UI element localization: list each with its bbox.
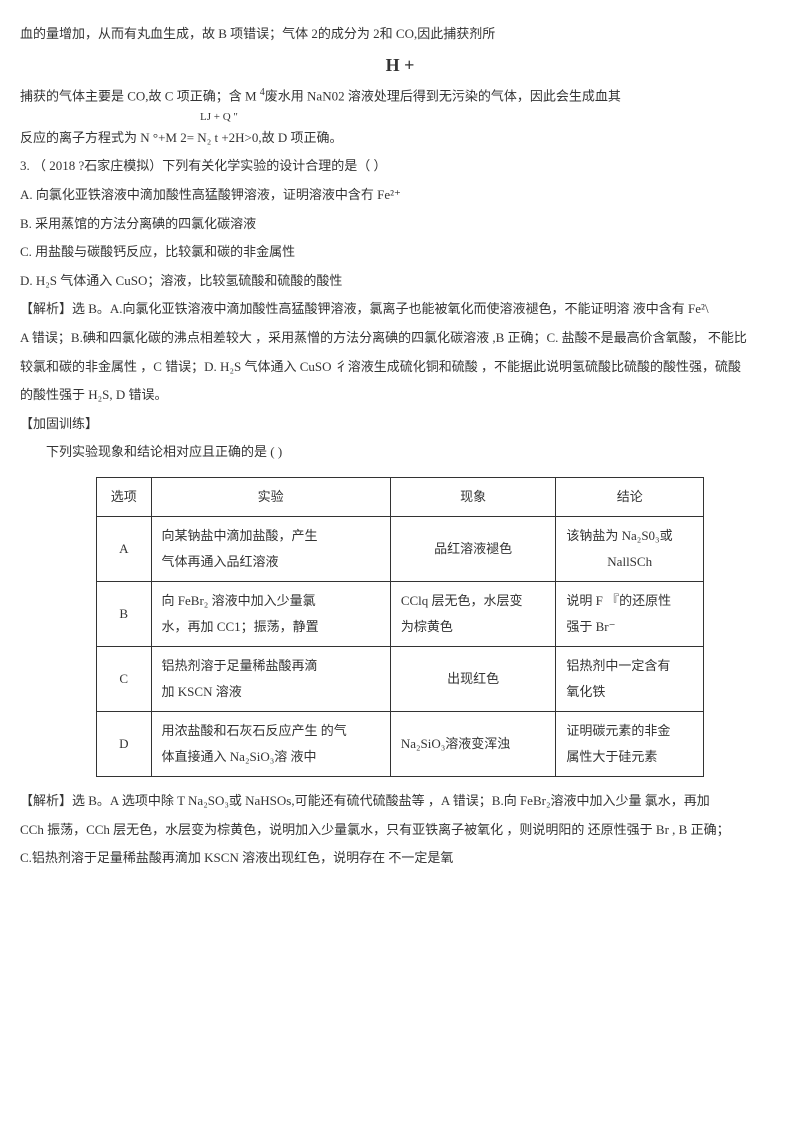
cell-phenomenon: Na₂SiO₃溶液变浑浊 [390,712,556,777]
line: 用浓盐酸和石灰石反应产生 的气 [162,718,380,744]
reinforce-heading: 【加固训练】 [20,410,780,439]
analysis-paragraph: 的酸性强于 H₂S, D 错误。 [20,381,780,410]
table-intro: 下列实验现象和结论相对应且正确的是 ( ) [20,438,780,467]
line: 铝热剂溶于足量稀盐酸再滴 [162,653,380,679]
analysis-paragraph: A 错误；B.碘和四氯化碳的沸点相差较大 ，采用蒸憎的方法分离碘的四氯化碳溶液 … [20,324,780,353]
experiment-table: 选项 实验 现象 结论 A 向某钠盐中滴加盐酸，产生 气体再通入品红溶液 品红溶… [96,477,704,777]
table-row: A 向某钠盐中滴加盐酸，产生 气体再通入品红溶液 品红溶液褪色 该钠盐为 Na₂… [97,517,704,582]
text: A.向氯化亚铁溶液中滴加酸性高猛酸钾溶液，氯离子也能被氧化而使溶液褪色，不能证明… [110,301,709,316]
option-c: C. 用盐酸与碳酸钙反应，比较氯和碳的非金属性 [20,238,780,267]
analysis-paragraph: 较氯和碳的非金属性 ，C 错误；D. H₂S 气体通入 CuSO 彳溶液生成硫化… [20,353,780,382]
line: 体直接通入 Na₂SiO₃溶 液中 [162,744,380,770]
cell-option: D [97,712,152,777]
cell-conclusion: 说明 F 『的还原性 强于 Br⁻ [556,582,704,647]
line: 属性大于硅元素 [566,744,693,770]
cell-experiment: 向 FeBr₂ 溶液中加入少量氯 水，再加 CC1；振荡，静置 [151,582,390,647]
cell-phenomenon: 出现红色 [390,647,556,712]
header-option: 选项 [97,478,152,517]
line: 说明 F 『的还原性 [566,588,693,614]
option-b: B. 采用蒸馆的方法分离碘的四氯化碳溶液 [20,210,780,239]
cell-phenomenon: CClq 层无色，水层变 为棕黄色 [390,582,556,647]
paragraph: 血的量增加，从而有丸血生成，故 B 项错误；气体 2的成分为 2和 CO,因此捕… [20,20,780,49]
cell-conclusion: 该钠盐为 Na₂S0₃或 NallSCh [556,517,704,582]
small-formula: LJ + Q " [20,111,780,124]
header-phenomenon: 现象 [390,478,556,517]
option-d: D. H₂S 气体通入 CuSO；溶液，比较氢硫酸和硫酸的酸性 [20,267,780,296]
table-row: D 用浓盐酸和石灰石反应产生 的气 体直接通入 Na₂SiO₃溶 液中 Na₂S… [97,712,704,777]
line: 加 KSCN 溶液 [162,679,380,705]
line: 强于 Br⁻ [566,614,693,640]
line: 向 FeBr₂ 溶液中加入少量氯 [162,588,380,614]
question-number: 3. （ 2018 ?石家庄模拟）下列有关化学实验的设计合理的是（ ） [20,152,780,181]
line: 气体再通入品红溶液 [162,549,380,575]
cell-phenomenon: 品红溶液褪色 [390,517,556,582]
paragraph: 反应的离子方程式为 N °+M 2= N₂ t +2H>0,故 D 项正确。 [20,124,780,153]
text: 捕获的气体主要是 CO,故 C 项正确；含 M [20,88,260,103]
header-experiment: 实验 [151,478,390,517]
analysis-paragraph: CCh 振荡，CCh 层无色，水层变为棕黄色，说明加入少量氯水，只有亚铁离子被氧… [20,816,780,845]
cell-experiment: 用浓盐酸和石灰石反应产生 的气 体直接通入 Na₂SiO₃溶 液中 [151,712,390,777]
table-header-row: 选项 实验 现象 结论 [97,478,704,517]
analysis-label: 【解析】选 B。 [20,793,110,808]
line: 向某钠盐中滴加盐酸，产生 [162,523,380,549]
table-row: C 铝热剂溶于足量稀盐酸再滴 加 KSCN 溶液 出现红色 铝热剂中一定含有 氧… [97,647,704,712]
cell-experiment: 向某钠盐中滴加盐酸，产生 气体再通入品红溶液 [151,517,390,582]
text: 废水用 NaN02 溶液处理后得到无污染的气体，因此会生成血其 [265,88,621,103]
line: 铝热剂中一定含有 [566,653,693,679]
analysis-label: 【解析】选 B。 [20,301,110,316]
analysis-paragraph: 【解析】选 B。A.向氯化亚铁溶液中滴加酸性高猛酸钾溶液，氯离子也能被氧化而使溶… [20,295,780,324]
analysis-paragraph: 【解析】选 B。A 选项中除 T Na₂SO₃或 NaHSOs,可能还有硫代硫酸… [20,787,780,816]
text: A 选项中除 T Na₂SO₃或 NaHSOs,可能还有硫代硫酸盐等 ，A 错误… [110,793,710,808]
line: 证明碳元素的非金 [566,718,693,744]
cell-option: A [97,517,152,582]
header-conclusion: 结论 [556,478,704,517]
paragraph: 捕获的气体主要是 CO,故 C 项正确；含 M 4废水用 NaN02 溶液处理后… [20,82,780,111]
line: 氧化铁 [566,679,693,705]
line: 为棕黄色 [401,614,546,640]
cell-option: C [97,647,152,712]
cell-option: B [97,582,152,647]
line: CClq 层无色，水层变 [401,588,546,614]
formula-center: H + [20,53,780,78]
line: NallSCh [566,549,693,575]
option-a: A. 向氯化亚铁溶液中滴加酸性高猛酸钾溶液，证明溶液中含冇 Fe²⁺ [20,181,780,210]
cell-conclusion: 铝热剂中一定含有 氧化铁 [556,647,704,712]
cell-conclusion: 证明碳元素的非金 属性大于硅元素 [556,712,704,777]
line: 该钠盐为 Na₂S0₃或 [566,523,693,549]
analysis-paragraph: C.铝热剂溶于足量稀盐酸再滴加 KSCN 溶液出现红色，说明存在 不一定是氧 [20,844,780,873]
table-row: B 向 FeBr₂ 溶液中加入少量氯 水，再加 CC1；振荡，静置 CClq 层… [97,582,704,647]
line: 水，再加 CC1；振荡，静置 [162,614,380,640]
cell-experiment: 铝热剂溶于足量稀盐酸再滴 加 KSCN 溶液 [151,647,390,712]
